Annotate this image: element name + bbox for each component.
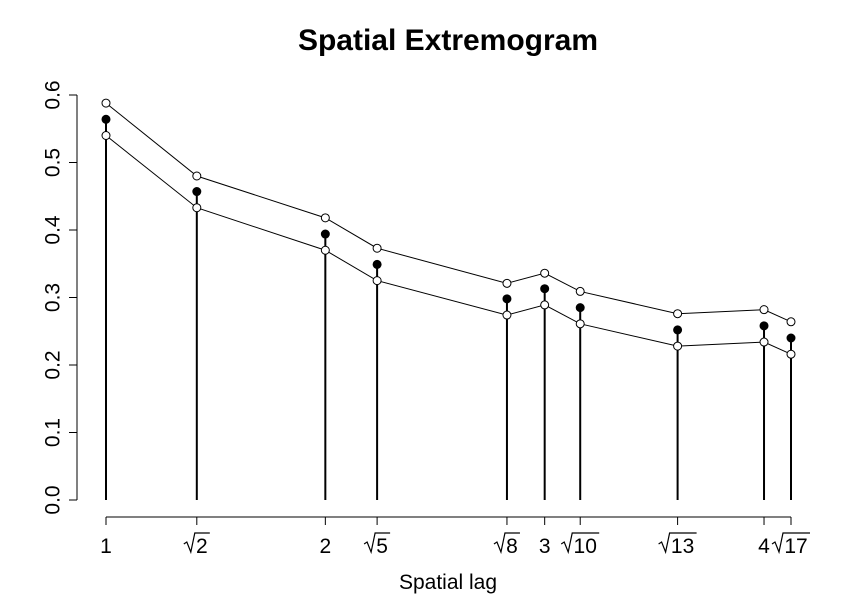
sqrt-sign-icon [183, 532, 210, 555]
sqrt-sign-icon [658, 532, 697, 555]
extremogram-point [759, 321, 769, 331]
x-tick-label: 8 [493, 532, 520, 558]
x-tick-label: 10 [560, 532, 600, 558]
points [101, 98, 796, 359]
upper-point [372, 243, 382, 253]
upper-point [786, 317, 796, 327]
chart-title: Spatial Extremogram [298, 24, 598, 57]
extremogram-point [575, 303, 585, 313]
y-axis: 0.0 0.1 0.2 0.3 0.4 0.5 0.6 [42, 80, 78, 515]
sqrt-sign-icon [493, 532, 520, 555]
extremogram-point [786, 333, 796, 343]
lower-point [192, 203, 202, 213]
x-tick-label: 13 [658, 532, 697, 558]
stems [105, 119, 792, 500]
extremogram-point [101, 114, 111, 124]
x-tick-label: 2 [183, 532, 210, 558]
x-tick-label: 17 [771, 532, 810, 558]
lower-point [101, 131, 111, 140]
sqrt-sign-icon [560, 532, 600, 555]
x-tick-label: 1 [100, 535, 112, 558]
sqrt-sign-icon [771, 532, 810, 555]
x-tick-label: 5 [363, 532, 391, 558]
lower-point [372, 276, 382, 286]
x-tick-radicand: 13 [671, 535, 694, 558]
x-tick-label: 4 [758, 535, 770, 558]
lower-point [540, 300, 550, 310]
extremogram-point [192, 187, 202, 197]
x-tick-radicand: 5 [376, 535, 388, 558]
upper-point [540, 268, 550, 278]
y-tick-label: 0.1 [42, 418, 65, 447]
extremogram-point [320, 229, 330, 239]
x-tick-radicand: 10 [574, 535, 597, 558]
y-tick-label: 0.2 [42, 350, 65, 379]
upper-band-line [105, 102, 792, 323]
upper-point [575, 286, 585, 296]
upper-point [759, 305, 769, 315]
upper-point [192, 171, 202, 181]
lower-band-line [105, 135, 792, 355]
sqrt-sign-icon [363, 532, 391, 555]
y-tick-label: 0.0 [42, 485, 65, 514]
extremogram-point [540, 284, 550, 294]
lower-point [502, 310, 512, 320]
x-tick-radicand: 8 [506, 535, 518, 558]
x-tick-radicand: 2 [196, 535, 208, 558]
y-tick-label: 0.6 [42, 80, 65, 109]
extremogram-point [673, 325, 683, 335]
extremogram-point [502, 294, 512, 304]
lower-point [320, 245, 330, 255]
extremogram-point [372, 259, 382, 269]
lower-point [575, 319, 585, 329]
x-axis: 1 2 2 5 8 3 10 13 4 17 [100, 516, 810, 558]
upper-point [502, 278, 512, 288]
upper-point [673, 309, 683, 319]
lower-point [786, 349, 796, 359]
x-tick-label: 2 [319, 535, 331, 558]
y-tick-label: 0.5 [42, 148, 65, 177]
y-tick-label: 0.4 [42, 215, 65, 245]
x-tick-label: 3 [539, 535, 551, 558]
upper-point [320, 213, 330, 223]
x-tick-radicand: 17 [784, 535, 807, 558]
confidence-bands [105, 102, 792, 355]
lower-point [673, 341, 683, 351]
lower-point [759, 337, 769, 347]
y-tick-label: 0.3 [42, 283, 65, 312]
x-axis-label: Spatial lag [399, 571, 497, 594]
upper-point [101, 98, 111, 108]
